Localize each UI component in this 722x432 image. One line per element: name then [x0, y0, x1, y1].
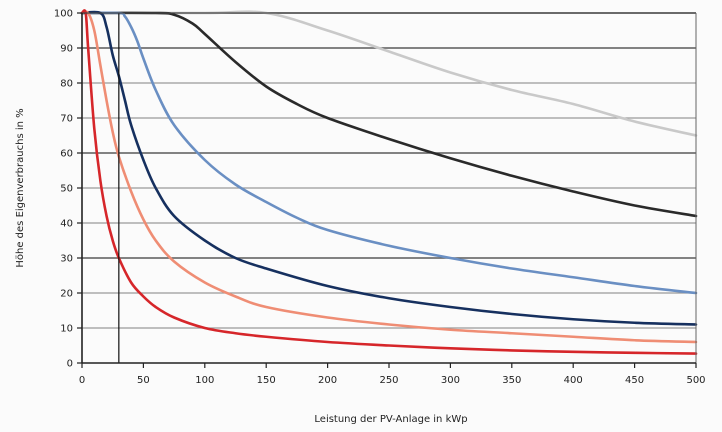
y-axis-title: Höhe des Eigenverbrauchs in %	[15, 108, 26, 267]
x-tick-label-50: 50	[137, 375, 150, 386]
series-line-3	[80, 11, 698, 295]
x-tick-label-100: 100	[195, 375, 214, 386]
x-tick-label-450: 450	[625, 375, 644, 386]
x-tick-label-400: 400	[564, 375, 583, 386]
series-line-2	[80, 11, 698, 218]
label-layer: 0 10 20 30 40 50 60 70 80 90 100 0 50 100 150 200 250 300…	[54, 9, 706, 387]
y-tick-label-80: 80	[60, 79, 73, 90]
y-tick-label-60: 60	[60, 149, 73, 160]
x-tick-label-250: 250	[379, 375, 398, 386]
x-tick-label-150: 150	[257, 375, 276, 386]
y-tick-label-0: 0	[67, 359, 73, 370]
axis-layer	[77, 12, 697, 368]
x-tick-label-500: 500	[686, 375, 705, 386]
y-tick-label-50: 50	[60, 184, 73, 195]
y-tick-label-90: 90	[60, 44, 73, 55]
y-tick-label-20: 20	[60, 289, 73, 300]
series-line-5	[80, 10, 698, 344]
x-axis-title: Leistung der PV-Anlage in kWp	[314, 414, 467, 425]
x-tick-label-0: 0	[79, 375, 85, 386]
x-tick-label-200: 200	[318, 375, 337, 386]
y-tick-label-100: 100	[54, 9, 73, 20]
x-tick-label-300: 300	[441, 375, 460, 386]
series-line-1	[80, 10, 698, 137]
y-tick-label-70: 70	[60, 114, 73, 125]
y-tick-label-40: 40	[60, 219, 73, 230]
y-tick-label-30: 30	[60, 254, 73, 265]
series-line-6	[80, 9, 698, 355]
x-tick-label-350: 350	[502, 375, 521, 386]
series-layer	[80, 9, 698, 355]
series-line-4	[80, 10, 698, 326]
y-tick-label-10: 10	[60, 324, 73, 335]
